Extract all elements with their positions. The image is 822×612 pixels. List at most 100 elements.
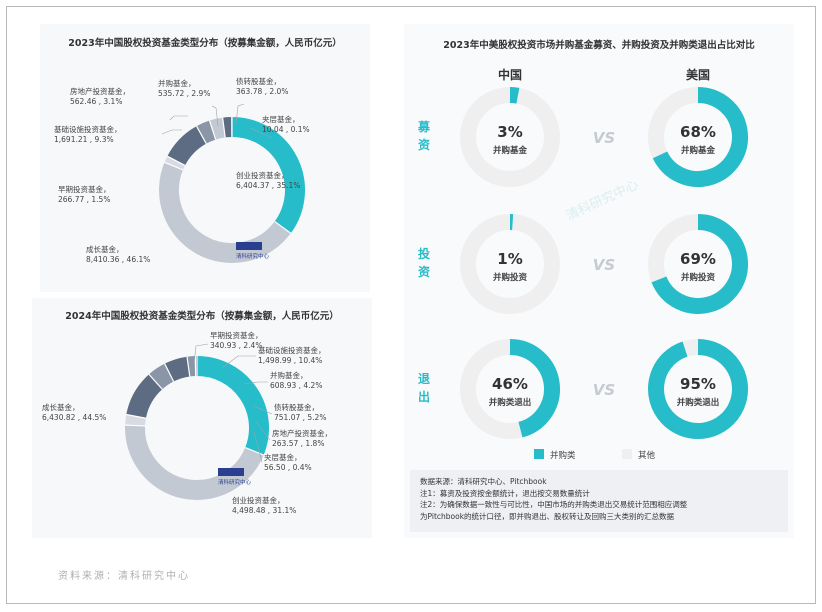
- row-label-2-char-1: 出: [418, 389, 430, 404]
- vs-label-2: VS: [593, 381, 615, 399]
- donut-2024-label-name-1: 成长基金，: [42, 402, 80, 412]
- donut-arc-2-1: [648, 339, 748, 439]
- donut-2024-separator-1: [244, 446, 264, 456]
- donut-2024-label-value-1: 6,430.82 , 44.5%: [42, 413, 106, 422]
- donut-2023-label-name-7: 夹层基金，: [262, 114, 300, 124]
- column-header-0: 中国: [498, 67, 522, 82]
- donut-2023-slice-1: [159, 162, 291, 263]
- donut-2024-slice-2: [125, 414, 146, 427]
- note-2-line-2: 为Pitchbook的统计口径，即并购退出、股权转让及回购三大类别的汇总数据: [420, 511, 675, 521]
- donut-2023-separator-1: [274, 220, 292, 234]
- donut-2023-label-value-0: 6,404.37 , 35.1%: [236, 181, 300, 190]
- donut-2023-label-name-0: 创业投资基金，: [236, 170, 289, 180]
- donut-sublabel-2-0: 并购类退出: [489, 397, 532, 408]
- donut-2024-slice-5: [164, 356, 191, 382]
- donut-2023-label-value-3: 1,691.21 , 9.3%: [54, 135, 114, 144]
- donut-2024-logo-text: 清科研究中心: [218, 478, 252, 486]
- donut-2023-leader-line-0: [161, 129, 182, 135]
- footer-source: 资料来源：清科研究中心: [58, 571, 190, 582]
- donut-sublabel-2-1: 并购类退出: [677, 397, 720, 408]
- donut-percent-2-0: 46%: [492, 375, 528, 393]
- donut-2023-separator-2: [164, 161, 184, 171]
- donut-sublabel-1-1: 并购投资: [681, 272, 716, 283]
- row-label-2-char-0: 退: [418, 372, 430, 386]
- vs-label-0: VS: [593, 129, 615, 147]
- donut-2023-label-name-3: 基础设施投资基金，: [54, 124, 122, 134]
- note-source: 数据来源：清科研究中心、Pitchbook: [420, 477, 547, 486]
- panel-2023-china-distribution: 2023年中国股权投资基金类型分布（按募集金额，人民币亿元） 创业投资基金， 6,…: [40, 24, 370, 292]
- vs-label-1: VS: [593, 256, 615, 274]
- donut-2024-slice-0: [196, 356, 269, 456]
- donut-2024: 创业投资基金，4,498.48 , 31.1% 成长基金，6,430.82 , 4…: [42, 330, 332, 515]
- donut-percent-1-1: 69%: [680, 250, 716, 268]
- donut-2023-leader-line-1: [169, 115, 188, 121]
- donut-2024-label-value-5: 751.07 , 5.2%: [274, 413, 326, 422]
- row-label-0-char-0: 募: [417, 119, 431, 134]
- donut-2024-separator-5: [164, 363, 175, 382]
- donut-2023-label-value-5: 535.72 , 2.9%: [158, 89, 210, 98]
- donut-percent-1-0: 1%: [497, 250, 522, 268]
- donut-2024-label-value-6: 263.57 , 1.8%: [272, 439, 324, 448]
- row-label-1-char-0: 投: [418, 246, 430, 261]
- donut-2023-label-name-6: 债转股基金，: [236, 76, 281, 86]
- donut-percent-0-0: 3%: [497, 123, 522, 141]
- donut-2024-separator-4: [148, 373, 163, 390]
- donut-2024-slice-4: [148, 363, 174, 390]
- donut-2023-logo: 清科研究中心: [236, 242, 270, 260]
- donut-2024-leader-line-1: [221, 355, 256, 369]
- panel-2024-china-distribution: 2024年中国股权投资基金类型分布（按募集金额，人民币亿元） 创业投资基金， 4,…: [32, 298, 372, 538]
- donut-2023-label-name-2: 早期投资基金，: [58, 184, 111, 194]
- legend-swatch-1: [622, 449, 632, 459]
- donut-2024-slice-3: [126, 374, 163, 419]
- notes-box: 数据来源：清科研究中心、Pitchbook 注1：募资及投资按金额统计，退出按交…: [410, 470, 788, 532]
- donut-percent-0-1: 68%: [680, 123, 716, 141]
- donut-2024-label-value-2: 340.93 , 2.4%: [210, 341, 262, 350]
- column-header-1: 美国: [686, 67, 710, 82]
- donut-2024-separator-2: [125, 424, 146, 427]
- donut-2024-leader-line-4: [255, 421, 271, 441]
- donut-2023-label-value-1: 8,410.36 , 46.1%: [86, 255, 150, 264]
- donut-2023-slice-2: [164, 156, 186, 170]
- donut-2024-label-name-6: 房地产投资基金，: [272, 428, 332, 438]
- note-1: 注1：募资及投资按金额统计，退出按交易数量统计: [420, 488, 590, 498]
- legend-swatch-0: [534, 449, 544, 459]
- donut-2023-logo-text: 清科研究中心: [236, 252, 270, 260]
- row-label-1-char-1: 资: [418, 264, 430, 279]
- donut-2024-leader-line-3: [253, 405, 273, 415]
- donut-2023-label-name-4: 房地产投资基金，: [70, 86, 130, 96]
- donut-2023-label-value-6: 363.78 , 2.0%: [236, 87, 288, 96]
- donut-2024-label-value-7: 56.50 , 0.4%: [264, 463, 312, 472]
- donut-2024-label-name-4: 并购基金，: [270, 370, 308, 380]
- donut-2024-logo-mark: [218, 468, 244, 476]
- donut-2024-label-name-2: 早期投资基金，: [210, 330, 263, 340]
- note-2-line-1: 注2：为确保数据一致性与可比性，中国市场的并购类退出交易统计范围相应调整: [420, 500, 688, 510]
- row-label-0-char-1: 资: [418, 137, 430, 152]
- chart-title-2023: 2023年中国股权投资基金类型分布（按募集金额，人民币亿元）: [68, 38, 342, 49]
- chart-title-comparison: 2023年中美股权投资市场并购基金募资、并购投资及并购类退出占比对比: [443, 40, 755, 51]
- donut-arc-0-0: [509, 86, 520, 104]
- donut-2023-separator-5: [208, 120, 217, 140]
- donut-2024-label-value-3: 1,498.99 , 10.4%: [258, 356, 322, 365]
- donut-arc-1-1: [651, 214, 748, 314]
- donut-2023-slice-6: [222, 117, 232, 138]
- donut-2023-leader-line-2: [211, 105, 219, 127]
- donut-2023: 创业投资基金，6,404.37 , 35.1% 成长基金，8,410.36 , 4…: [54, 76, 310, 264]
- legend-label-1: 其他: [638, 450, 656, 461]
- donut-2023-slice-3: [167, 126, 207, 166]
- donut-2024-label-name-0: 创业投资基金，: [232, 495, 285, 505]
- donut-2024-separator-3: [126, 413, 147, 419]
- donut-2024-label-value-0: 4,498.48 , 31.1%: [232, 506, 296, 515]
- donut-2023-separator-4: [196, 125, 207, 144]
- donut-2024-label-value-4: 608.93 , 4.2%: [270, 381, 322, 390]
- donut-2024-label-name-7: 夹层基金，: [264, 452, 302, 462]
- donut-2024-label-name-3: 基础设施投资基金，: [258, 345, 326, 355]
- donut-2024-logo: 清科研究中心: [218, 468, 252, 486]
- donut-2023-logo-mark: [236, 242, 262, 250]
- donut-2023-label-value-7: 10.04 , 0.1%: [262, 125, 310, 134]
- donut-2023-label-value-4: 562.46 , 3.1%: [70, 97, 122, 106]
- donut-2023-label-name-1: 成长基金，: [86, 244, 124, 254]
- panel-china-us-comparison: 2023年中美股权投资市场并购基金募资、并购投资及并购类退出占比对比 中国 美国募…: [404, 24, 794, 538]
- donut-2023-separator-3: [167, 155, 186, 166]
- donut-sublabel-0-0: 并购基金: [493, 145, 528, 156]
- donut-2024-label-name-5: 债转股基金，: [274, 402, 319, 412]
